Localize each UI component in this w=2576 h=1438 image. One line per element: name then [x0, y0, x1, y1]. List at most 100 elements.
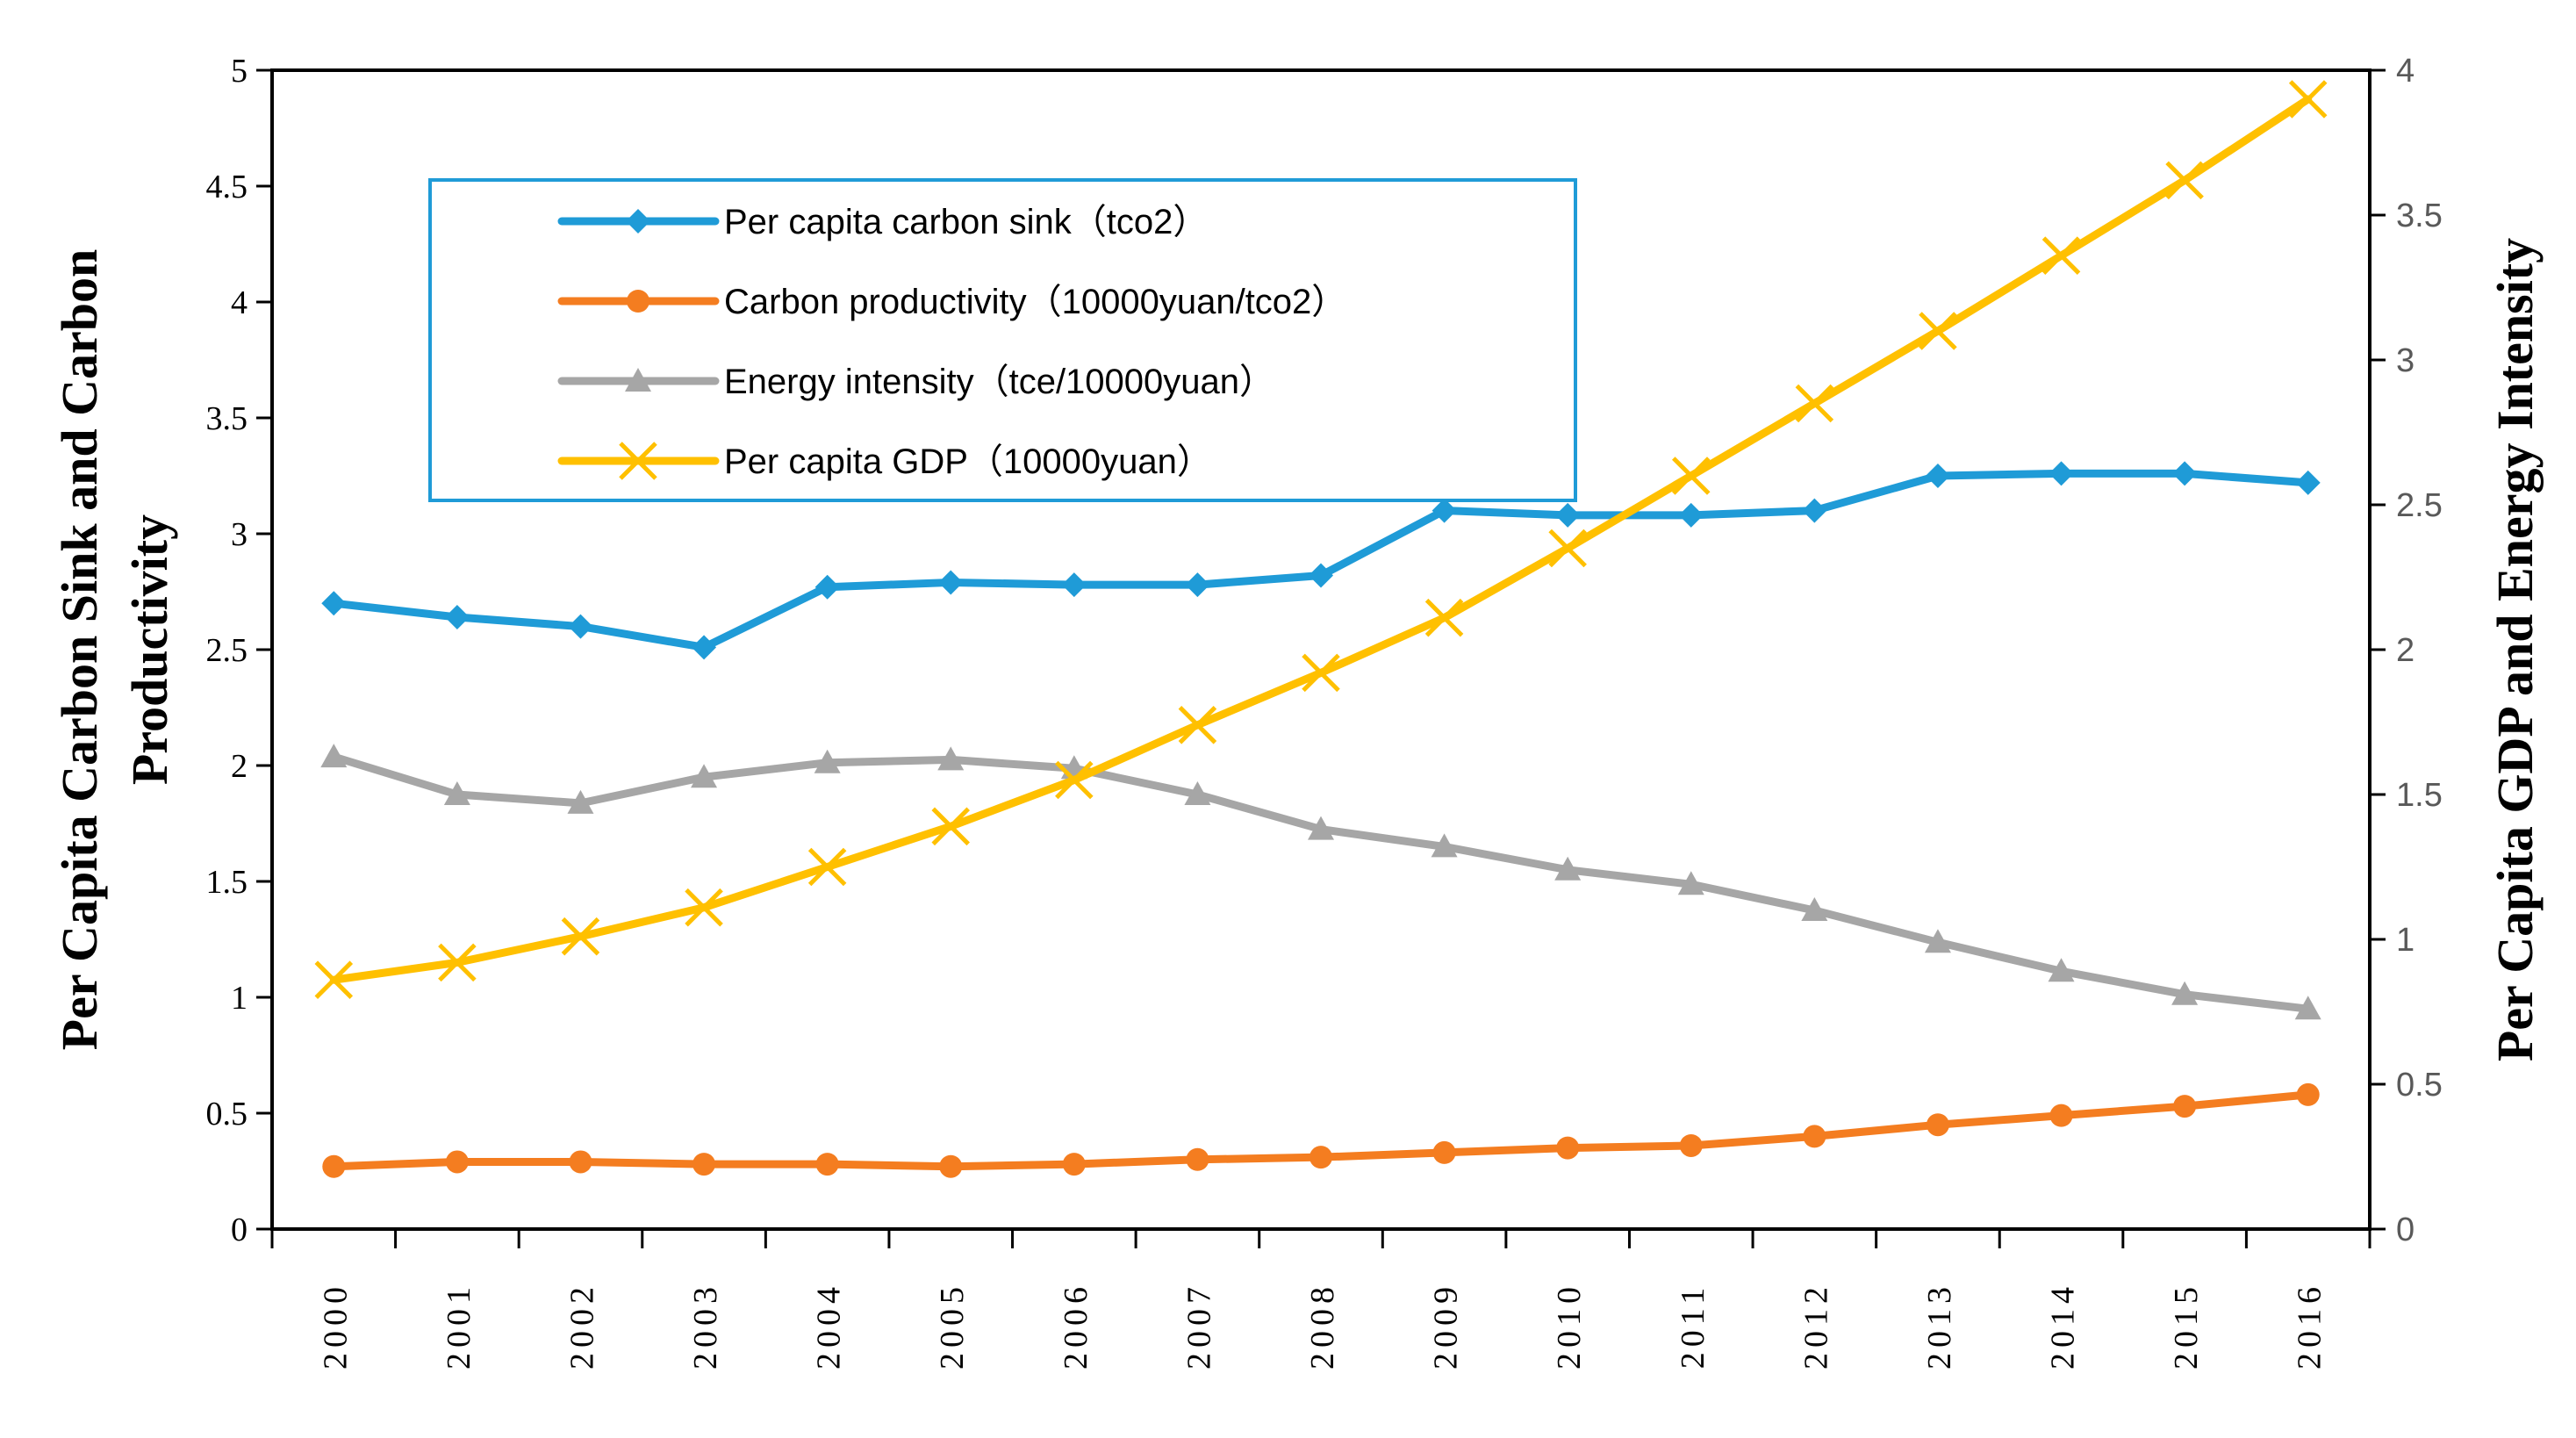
left-tick-label: 1: [231, 980, 248, 1017]
point-x: [1671, 457, 1711, 495]
legend-item: Carbon productivity（10000yuan/tco2）: [557, 283, 1346, 321]
point-x-stroke: [1302, 653, 1340, 693]
point-diamond: [444, 605, 470, 630]
point-triangle: [1554, 856, 1582, 881]
x-tick-label: 2016: [2292, 1282, 2328, 1370]
legend-label: Per capita GDP（10000yuan）: [724, 442, 1212, 481]
point-circle: [627, 290, 649, 313]
x-tick-label: 2008: [1304, 1282, 1341, 1370]
legend-label: Energy intensity（tce/10000yuan）: [724, 363, 1274, 401]
left-tick-label: 5: [231, 53, 248, 90]
point-x-stroke: [314, 960, 354, 999]
point-circle: [1186, 1147, 1209, 1171]
legend-label: Per capita carbon sink（tco2）: [724, 203, 1208, 241]
point-circle: [1062, 1153, 1086, 1176]
point-diamond: [1802, 498, 1827, 523]
x-tick-label: 2000: [317, 1282, 354, 1370]
point-triangle: [443, 781, 470, 805]
series-line: [329, 752, 2313, 1013]
point-circle: [1926, 1113, 1949, 1137]
legend-item: Per capita GDP（10000yuan）: [557, 442, 1212, 481]
left-axis-title-line1: Per Capita Carbon Sink and Carbon: [51, 249, 108, 1051]
point-triangle: [937, 746, 965, 771]
point-triangle: [1677, 871, 1704, 895]
point-triangle: [2171, 981, 2199, 1005]
point-circle: [1432, 1140, 1456, 1164]
right-axis-title: Per Capita GDP and Energy Intensity: [2486, 238, 2544, 1061]
series-1: [322, 1082, 2320, 1178]
point-x: [2041, 236, 2081, 275]
left-tick-label: 4.5: [206, 169, 248, 205]
point-circle: [569, 1150, 592, 1174]
point-x: [561, 917, 600, 956]
legend-box: [428, 178, 1577, 502]
x-tick-label: 2002: [563, 1282, 600, 1370]
x-tick-label: 2010: [1551, 1282, 1588, 1370]
x-tick-label: 2013: [1921, 1282, 1958, 1370]
point-triangle: [1924, 929, 1951, 953]
left-tick-label: 3.5: [206, 400, 248, 437]
point-x-stroke: [2165, 161, 2204, 200]
point-diamond: [568, 614, 593, 639]
point-circle: [1556, 1136, 1580, 1160]
point-circle: [2049, 1104, 2073, 1127]
point-diamond: [1185, 572, 1210, 598]
point-x-stroke: [1548, 528, 1587, 568]
right-tick-label: 3: [2396, 342, 2415, 379]
point-x: [685, 888, 723, 927]
point-triangle: [2048, 958, 2075, 982]
point-x: [1178, 706, 1217, 744]
point-x-stroke: [619, 442, 657, 480]
series-layer: [314, 80, 2328, 1178]
x-tick-label: 2005: [934, 1282, 971, 1370]
point-circle: [322, 1154, 346, 1178]
point-triangle: [625, 368, 651, 392]
left-axis-title-line2: Productivity: [121, 514, 178, 785]
point-x-stroke: [2041, 236, 2081, 275]
series-0: [321, 461, 2321, 660]
point-circle: [939, 1154, 963, 1178]
left-tick-label: 0: [231, 1212, 248, 1248]
point-circle: [1803, 1125, 1826, 1148]
point-circle: [692, 1153, 716, 1176]
point-x: [314, 960, 354, 999]
point-x: [619, 442, 657, 480]
point-diamond: [1432, 498, 1457, 523]
right-tick-label: 0.5: [2396, 1067, 2443, 1104]
point-triangle: [1184, 781, 1211, 805]
point-triangle: [814, 749, 841, 773]
point-x-stroke: [931, 807, 971, 846]
left-tick-label: 0.5: [206, 1096, 248, 1132]
point-x-stroke: [807, 847, 847, 887]
point-x-stroke: [1919, 312, 1957, 350]
point-diamond: [321, 591, 347, 616]
right-tick-label: 0: [2396, 1212, 2415, 1248]
right-tick-label: 4: [2396, 53, 2415, 90]
right-tick-label: 1.5: [2396, 777, 2443, 814]
point-triangle: [1308, 816, 1334, 840]
left-axis-ticks: 0 0.5 1 1.5 2 2.5 3 3.5 4 4.5 5: [206, 53, 272, 1248]
point-x: [1055, 760, 1094, 800]
point-circle: [1679, 1133, 1703, 1157]
point-triangle: [1431, 833, 1458, 858]
point-triangle: [1801, 897, 1828, 921]
x-tick-label: 2007: [1180, 1282, 1217, 1370]
point-x: [438, 943, 477, 982]
x-tick-label: 2004: [811, 1282, 848, 1370]
x-tick-label: 2012: [1797, 1282, 1834, 1370]
point-x: [2288, 80, 2328, 119]
point-x-stroke: [1178, 706, 1217, 744]
point-x: [2165, 161, 2204, 200]
point-diamond: [1925, 464, 1950, 488]
legend: Per capita carbon sink（tco2） Carbon produ…: [428, 178, 1577, 502]
left-tick-label: 2: [231, 748, 248, 785]
point-circle: [2296, 1082, 2320, 1106]
point-x-stroke: [2288, 80, 2328, 119]
point-x-stroke: [1424, 598, 1464, 637]
point-diamond: [1678, 502, 1704, 528]
point-triangle: [320, 744, 348, 768]
x-tick-label: 2001: [441, 1282, 477, 1370]
point-diamond: [1061, 572, 1087, 598]
point-x-stroke: [1671, 457, 1711, 495]
